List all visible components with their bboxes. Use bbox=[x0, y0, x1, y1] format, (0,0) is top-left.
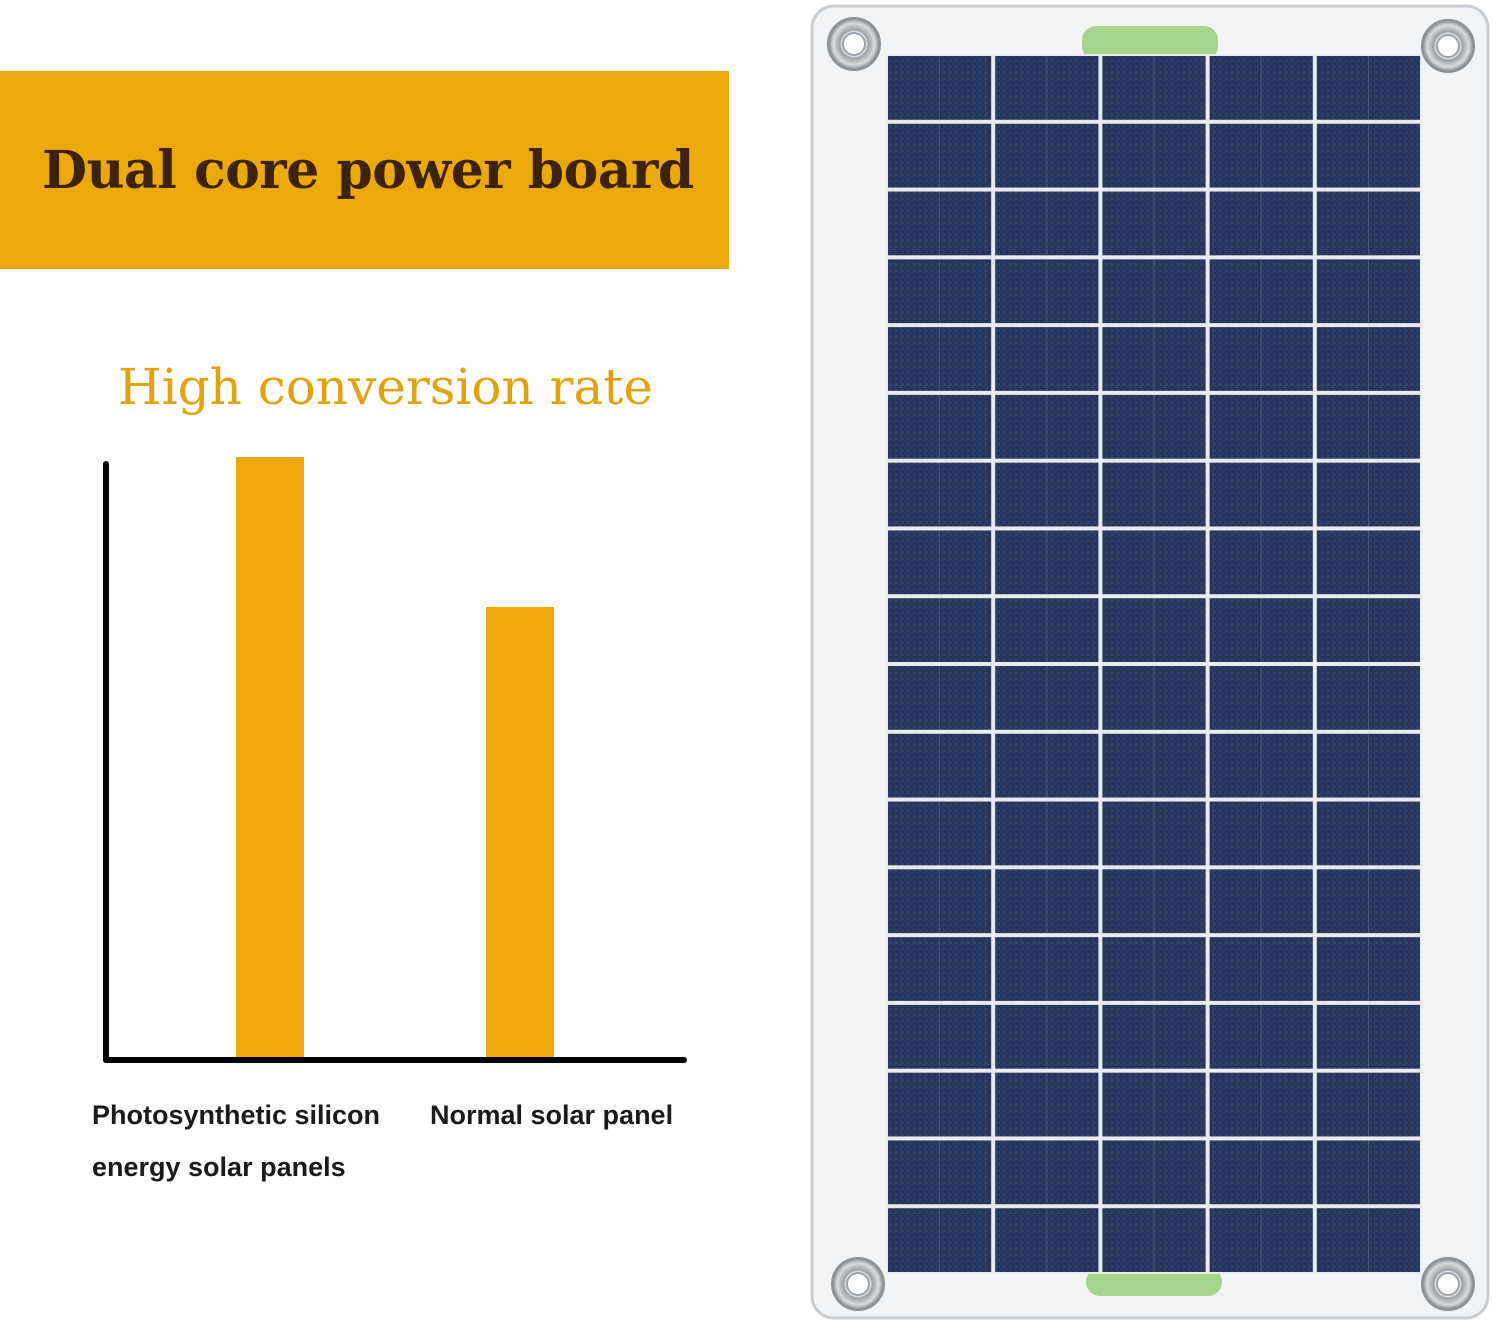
category-label-line: energy solar panels bbox=[92, 1152, 346, 1182]
bar-chart bbox=[103, 457, 687, 1063]
grommet-icon bbox=[827, 17, 881, 71]
cell-area bbox=[886, 54, 1422, 1274]
solar-panel-image bbox=[810, 4, 1490, 1320]
category-label-photosynthetic: Photosynthetic silicon energy solar pane… bbox=[92, 1089, 380, 1193]
bar-photosynthetic-silicon bbox=[236, 457, 304, 1057]
page-title: Dual core power board bbox=[42, 139, 694, 201]
bar-normal-solar-panel bbox=[486, 607, 554, 1057]
chart-title: High conversion rate bbox=[118, 358, 653, 416]
bars-group bbox=[236, 457, 554, 1057]
grommet-icon bbox=[831, 1257, 885, 1311]
header-banner: Dual core power board bbox=[0, 71, 729, 269]
category-label-line: Normal solar panel bbox=[430, 1100, 674, 1130]
category-label-normal: Normal solar panel bbox=[430, 1089, 673, 1141]
grommet-icon bbox=[1421, 19, 1475, 73]
category-label-line: Photosynthetic silicon bbox=[92, 1100, 381, 1130]
bottom-tab bbox=[1086, 1268, 1222, 1296]
solar-cells bbox=[888, 56, 1420, 1272]
top-tab bbox=[1082, 26, 1218, 60]
grommet-icon bbox=[1421, 1257, 1475, 1311]
